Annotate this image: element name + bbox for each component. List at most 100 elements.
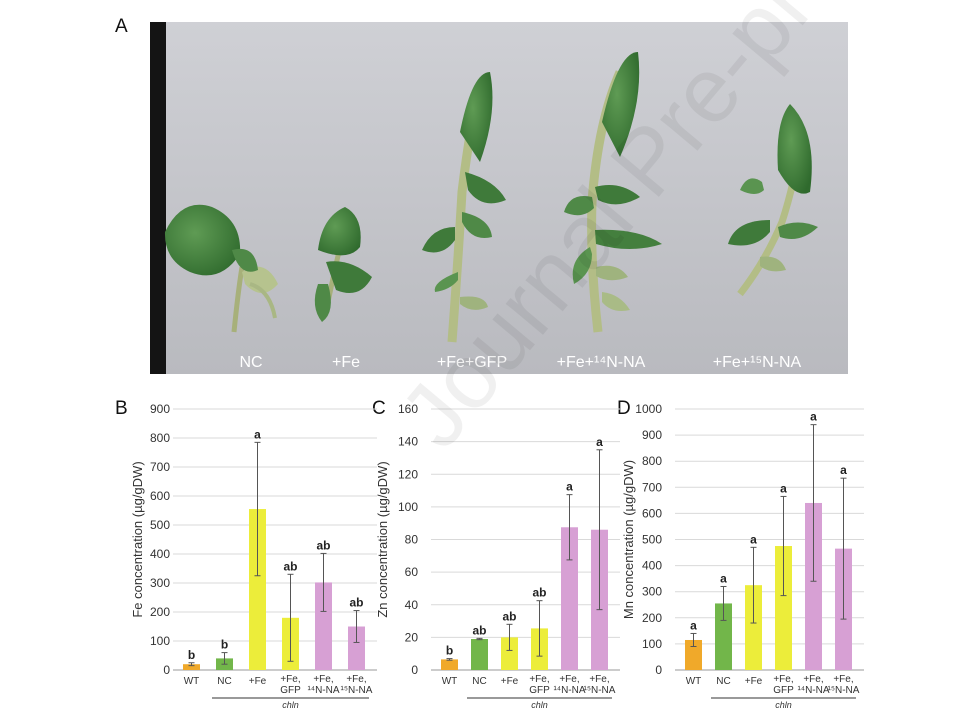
panel-letter-c: C <box>372 398 386 419</box>
bar <box>745 585 762 670</box>
x-tick-label: +Fe <box>501 676 519 687</box>
y-tick-label: 500 <box>150 518 170 532</box>
y-tick-label: 900 <box>642 428 662 442</box>
x-tick-label: +Fe <box>249 676 267 687</box>
significance-letter: ab <box>502 609 516 623</box>
group-label: chln <box>282 700 299 710</box>
x-tick-label: +Fe, <box>280 674 300 685</box>
photo-label-fe-gfp: +Fe+GFP <box>437 354 507 371</box>
y-tick-label: 700 <box>150 460 170 474</box>
photo-label-fe-15n-na: +Fe+¹⁵N-NA <box>713 354 802 371</box>
x-tick-label: +Fe, <box>589 674 609 685</box>
significance-letter: ab <box>532 586 546 600</box>
y-tick-label: 80 <box>405 533 419 547</box>
plant-nc <box>164 204 278 333</box>
x-tick-label: +Fe, <box>773 674 793 685</box>
y-tick-label: 120 <box>398 467 418 481</box>
y-tick-label: 200 <box>150 605 170 619</box>
y-tick-label: 700 <box>642 480 662 494</box>
y-tick-label: 300 <box>642 585 662 599</box>
bar <box>183 664 200 670</box>
photo-label-nc: NC <box>239 354 262 371</box>
bar <box>249 509 266 670</box>
y-tick-label: 100 <box>642 637 662 651</box>
x-tick-label: +Fe, <box>346 674 366 685</box>
significance-letter: ab <box>349 596 363 610</box>
bar <box>501 637 518 670</box>
y-tick-label: 100 <box>150 634 170 648</box>
panel-letter-b: B <box>115 398 128 419</box>
x-tick-label: NC <box>472 676 486 687</box>
photo-label-fe: +Fe <box>332 354 360 371</box>
x-tick-label: +Fe, <box>529 674 549 685</box>
plant-fe-gfp <box>422 72 506 343</box>
y-axis-label: Mn concentration (µg/gDW) <box>621 460 636 619</box>
bar <box>471 639 488 670</box>
y-tick-label: 20 <box>405 630 419 644</box>
x-tick-label: +Fe, <box>803 674 823 685</box>
x-tick-label: WT <box>442 676 458 687</box>
group-label: chln <box>531 700 548 710</box>
photo-dark-edge <box>150 22 166 374</box>
y-tick-label: 200 <box>642 611 662 625</box>
y-tick-label: 60 <box>405 565 419 579</box>
y-axis-label: Fe concentration (µg/gDW) <box>130 461 145 617</box>
x-tick-label: GFP <box>280 685 301 696</box>
bar <box>315 582 332 670</box>
x-tick-label: +Fe, <box>313 674 333 685</box>
x-tick-label: +Fe, <box>559 674 579 685</box>
x-tick-label: ¹⁵N-NA <box>828 685 860 696</box>
y-tick-label: 0 <box>163 663 170 677</box>
significance-letter: b <box>446 644 453 658</box>
plant-photo: NC +Fe +Fe+GFP +Fe+¹⁴N-NA +Fe+¹⁵N-NA <box>150 22 848 374</box>
y-tick-label: 800 <box>642 454 662 468</box>
y-tick-label: 400 <box>642 559 662 573</box>
x-tick-label: NC <box>716 676 730 687</box>
plant-fe-14n-na <box>564 52 662 333</box>
panel-letter-a: A <box>115 16 128 37</box>
y-tick-label: 40 <box>405 598 419 612</box>
x-tick-label: ¹⁵N-NA <box>584 685 616 696</box>
x-tick-label: NC <box>217 676 231 687</box>
chart-c: 0 20 40 60 80 100 120 140 160 Zn concentration (µ… <box>375 402 620 710</box>
x-tick-label: +Fe, <box>833 674 853 685</box>
y-tick-label: 100 <box>398 500 418 514</box>
x-tick-label: GFP <box>529 685 550 696</box>
x-tick-label: ¹⁴N-NA <box>797 685 829 696</box>
x-tick-label: ¹⁴N-NA <box>553 685 585 696</box>
plant-fe <box>314 207 372 322</box>
significance-letter: a <box>810 410 817 424</box>
significance-letter: ab <box>472 623 486 637</box>
y-tick-label: 160 <box>398 402 418 416</box>
significance-letter: b <box>188 648 195 662</box>
x-tick-label: GFP <box>773 685 794 696</box>
y-tick-label: 1000 <box>635 402 662 416</box>
x-tick-label: +Fe <box>745 676 763 687</box>
y-tick-label: 0 <box>411 663 418 677</box>
plant-fe-15n-na <box>728 104 818 297</box>
significance-letter: a <box>840 463 847 477</box>
bar <box>775 546 792 670</box>
y-tick-label: 300 <box>150 576 170 590</box>
bar <box>685 639 702 670</box>
bar <box>441 659 458 670</box>
significance-letter: ab <box>316 538 330 552</box>
significance-letter: b <box>221 638 228 652</box>
significance-letter: a <box>596 435 603 449</box>
y-tick-label: 600 <box>150 489 170 503</box>
y-tick-label: 800 <box>150 431 170 445</box>
x-tick-label: WT <box>184 676 200 687</box>
x-tick-label: WT <box>686 676 702 687</box>
significance-letter: a <box>720 571 727 585</box>
bar <box>805 502 822 670</box>
x-tick-label: ¹⁵N-NA <box>341 685 373 696</box>
significance-letter: a <box>750 532 757 546</box>
panel-letter-d: D <box>617 398 631 419</box>
bar <box>561 527 578 670</box>
significance-letter: a <box>566 480 573 494</box>
y-tick-label: 140 <box>398 435 418 449</box>
significance-letter: a <box>690 618 697 632</box>
significance-letter: a <box>780 481 787 495</box>
group-label: chln <box>775 700 792 710</box>
